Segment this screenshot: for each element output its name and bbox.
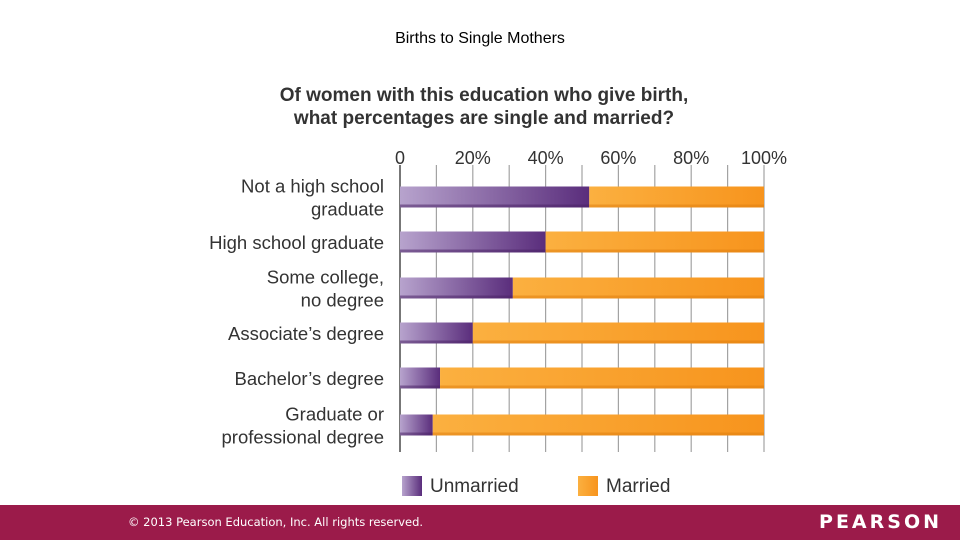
category-label: Some college, [267, 267, 384, 288]
bar-shadow [400, 249, 546, 253]
gridlines [399, 165, 765, 452]
footer-bar: © 2013 Pearson Education, Inc. All right… [0, 505, 960, 540]
slide-title: Births to Single Mothers [395, 30, 565, 47]
bar-married [432, 414, 764, 436]
chart-title-line: what percentages are single and married? [293, 108, 674, 129]
legend-swatch-unmarried [402, 476, 422, 496]
bar-shadow [512, 295, 764, 299]
x-axis-ticks: 0 20% 40% 60% 80% 100% [395, 148, 787, 168]
category-label: Not a high school [241, 176, 384, 197]
category-label: no degree [301, 290, 384, 311]
chart-title-line: Of women with this education who give bi… [280, 85, 689, 106]
x-tick-label: 60% [600, 148, 636, 168]
x-tick-label: 40% [528, 148, 564, 168]
bar-shadow [400, 385, 441, 389]
bar-shadow [472, 340, 764, 344]
bar-married [589, 186, 764, 208]
x-tick-label: 100% [741, 148, 787, 168]
bar-unmarried [400, 186, 590, 208]
chart-title: Of women with this education who give bi… [280, 85, 689, 129]
copyright-text: © 2013 Pearson Education, Inc. All right… [128, 515, 424, 529]
bar-unmarried [400, 414, 433, 436]
bar-shadow [432, 432, 764, 436]
bar-unmarried [400, 277, 513, 299]
legend: Unmarried Married [402, 476, 670, 497]
bar-married [472, 322, 764, 344]
category-label: professional degree [222, 427, 385, 448]
bar-shadow [440, 385, 764, 389]
bar-shadow [400, 204, 590, 208]
legend-label-unmarried: Unmarried [430, 476, 519, 497]
stacked-bar-chart: Of women with this education who give bi… [209, 85, 787, 497]
category-label: Bachelor’s degree [235, 368, 384, 389]
bar-unmarried [400, 367, 441, 389]
bars [400, 186, 764, 436]
bar-unmarried [400, 231, 546, 253]
category-label: Graduate or [285, 404, 384, 425]
category-label: High school graduate [209, 232, 384, 253]
pearson-logo: PEARSON [819, 511, 942, 533]
legend-swatch-married [578, 476, 598, 496]
category-label: Associate’s degree [228, 323, 384, 344]
category-label: graduate [311, 199, 384, 220]
x-tick-label: 80% [673, 148, 709, 168]
bar-shadow [545, 249, 764, 253]
bar-shadow [400, 432, 433, 436]
x-tick-label: 20% [455, 148, 491, 168]
bar-married [545, 231, 764, 253]
bar-married [440, 367, 764, 389]
bar-shadow [589, 204, 764, 208]
x-tick-label: 0 [395, 148, 405, 168]
bar-unmarried [400, 322, 473, 344]
legend-label-married: Married [606, 476, 670, 497]
bar-married [512, 277, 764, 299]
bar-shadow [400, 295, 513, 299]
bar-shadow [400, 340, 473, 344]
